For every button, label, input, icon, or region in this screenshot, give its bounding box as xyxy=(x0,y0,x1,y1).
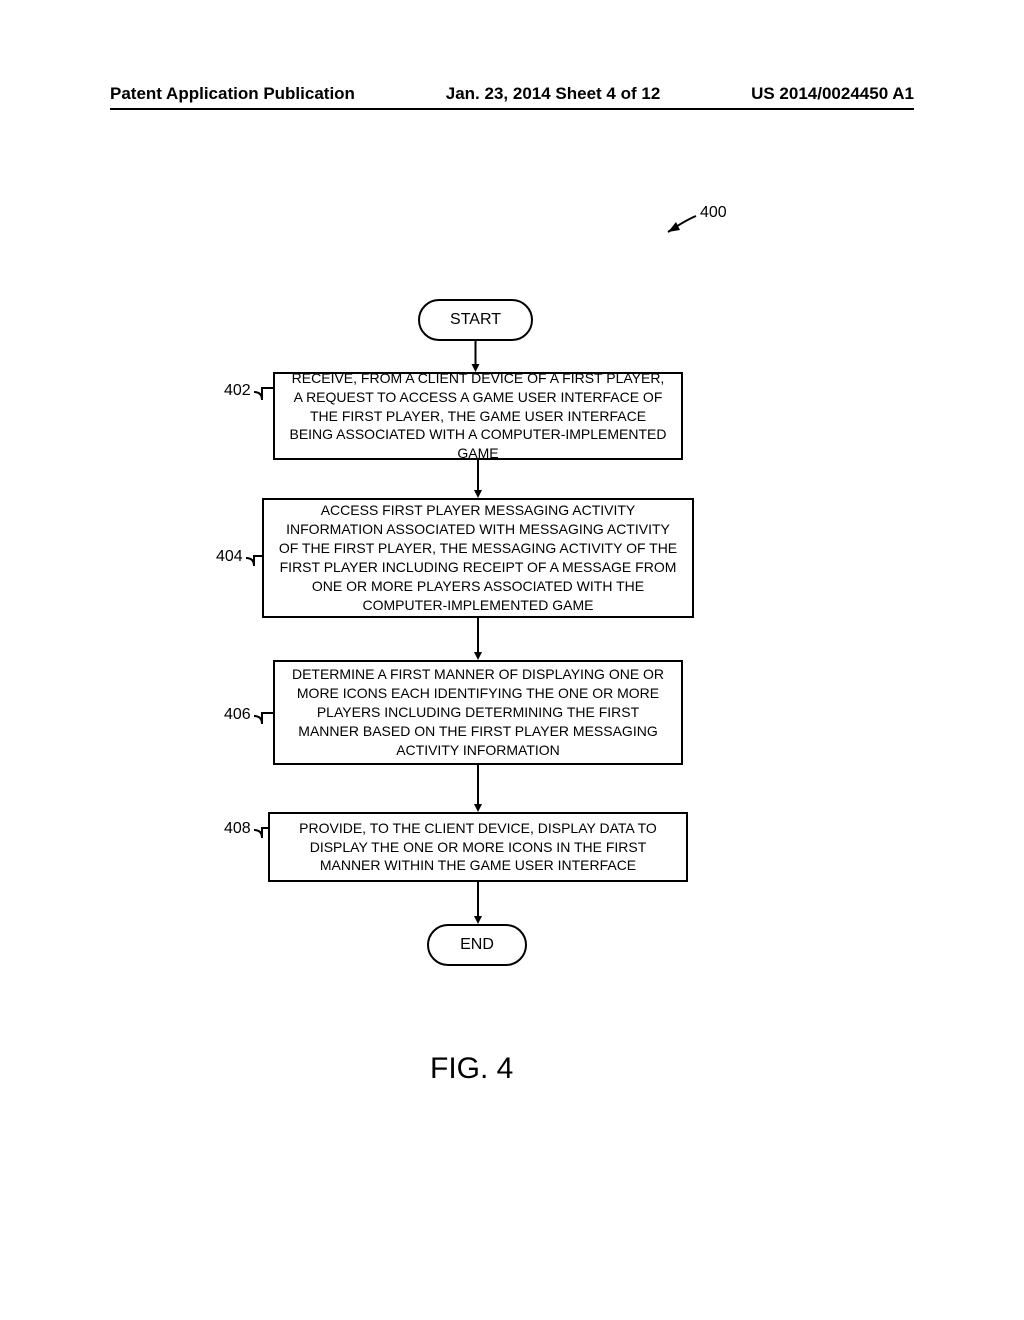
header-left: Patent Application Publication xyxy=(110,84,355,104)
flowchart-n408: PROVIDE, TO THE CLIENT DEVICE, DISPLAY D… xyxy=(268,812,688,882)
page: Patent Application Publication Jan. 23, … xyxy=(0,0,1024,1320)
ref-label-400: 400 xyxy=(700,204,727,222)
ref-label-404: 404 xyxy=(216,548,243,566)
figure-label: FIG. 4 xyxy=(430,1052,513,1086)
flowchart-n404: ACCESS FIRST PLAYER MESSAGING ACTIVITY I… xyxy=(262,498,694,618)
flowchart-n406: DETERMINE A FIRST MANNER OF DISPLAYING O… xyxy=(273,660,683,765)
header-rule xyxy=(110,108,914,110)
flowchart-start: START xyxy=(418,299,533,341)
ref-label-406: 406 xyxy=(224,706,251,724)
ref-label-402: 402 xyxy=(224,382,251,400)
ref-label-408: 408 xyxy=(224,820,251,838)
flowchart-end: END xyxy=(427,924,527,966)
flowchart-n402: RECEIVE, FROM A CLIENT DEVICE OF A FIRST… xyxy=(273,372,683,460)
header-right: US 2014/0024450 A1 xyxy=(751,84,914,104)
header-center: Jan. 23, 2014 Sheet 4 of 12 xyxy=(446,84,661,104)
page-header: Patent Application Publication Jan. 23, … xyxy=(0,84,1024,104)
